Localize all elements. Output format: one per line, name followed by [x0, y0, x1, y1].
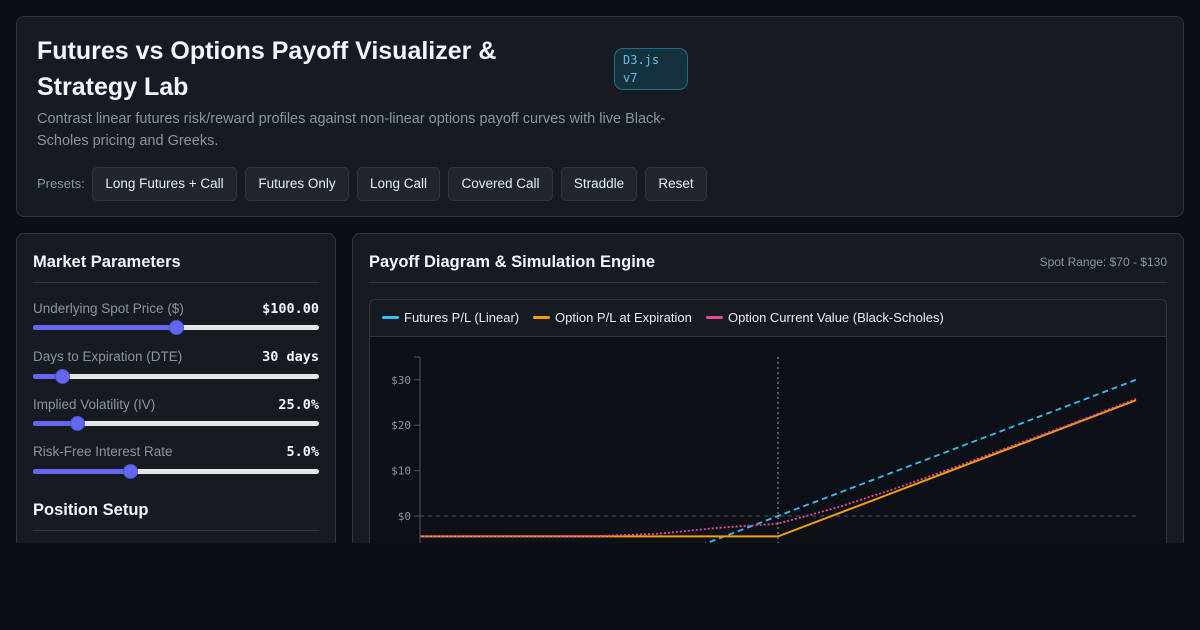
page-title: Futures vs Options Payoff Visualizer & S… — [37, 37, 497, 101]
legend-swatch-futures — [382, 316, 399, 319]
slider-fill — [33, 421, 78, 426]
legend-swatch-option-expiration — [533, 316, 550, 319]
slider-thumb[interactable] — [70, 416, 86, 431]
preset-straddle-button[interactable]: Straddle — [561, 167, 637, 201]
presets-label: Presets: — [37, 176, 85, 191]
y-tick-label: $20 — [391, 419, 411, 432]
position-setup-title: Position Setup — [33, 501, 149, 519]
divider — [33, 530, 319, 531]
legend-swatch-option-current — [706, 316, 723, 319]
market-parameters-panel: Market Parameters Underlying Spot Price … — [16, 233, 336, 563]
dte-slider[interactable] — [33, 369, 319, 384]
slider-fill — [33, 469, 131, 474]
version-badge: D3.js v7 — [614, 48, 688, 90]
rate-label: Risk-Free Interest Rate — [33, 444, 173, 459]
chart-legend: Futures P/L (Linear) Option P/L at Expir… — [370, 300, 1166, 337]
legend-item-option-current: Option Current Value (Black-Scholes) — [728, 310, 944, 325]
payoff-chart: Futures P/L (Linear) Option P/L at Expir… — [369, 299, 1167, 563]
rate-value: 5.0% — [286, 444, 319, 460]
option-expiration-line — [420, 399, 1137, 538]
divider — [369, 282, 1167, 283]
y-tick-label: $30 — [391, 374, 411, 387]
page-subtitle: Contrast linear futures risk/reward prof… — [37, 111, 666, 149]
dte-label: Days to Expiration (DTE) — [33, 349, 183, 364]
iv-slider[interactable] — [33, 416, 319, 431]
slider-fill — [33, 374, 62, 379]
header-card: Futures vs Options Payoff Visualizer & S… — [16, 16, 1184, 217]
legend-item-futures: Futures P/L (Linear) — [404, 310, 520, 325]
legend-item-option-expiration: Option P/L at Expiration — [555, 310, 692, 325]
page-bottom — [0, 543, 1200, 630]
slider-fill — [33, 325, 176, 330]
option-current-value-line — [419, 398, 1137, 538]
spot-price-value: $100.00 — [262, 301, 319, 317]
spot-price-slider[interactable] — [33, 320, 319, 335]
payoff-chart-svg[interactable]: $30 $20 $10 $0 — [370, 337, 1167, 563]
market-parameters-title: Market Parameters — [33, 253, 181, 271]
preset-covered-call-button[interactable]: Covered Call — [448, 167, 553, 201]
payoff-diagram-title: Payoff Diagram & Simulation Engine — [369, 253, 656, 271]
rate-slider[interactable] — [33, 464, 319, 479]
spot-range-label: Spot Range: $70 - $130 — [1039, 255, 1167, 269]
payoff-diagram-panel: Payoff Diagram & Simulation Engine Spot … — [352, 233, 1184, 563]
y-tick-label: $10 — [391, 465, 411, 478]
y-tick-label: $0 — [398, 510, 411, 523]
iv-value: 25.0% — [278, 397, 319, 413]
preset-reset-button[interactable]: Reset — [645, 167, 707, 201]
preset-long-call-button[interactable]: Long Call — [357, 167, 440, 201]
preset-futures-only-button[interactable]: Futures Only — [245, 167, 349, 201]
divider — [33, 282, 319, 283]
dte-value: 30 days — [262, 349, 319, 365]
slider-thumb[interactable] — [123, 464, 139, 479]
slider-thumb[interactable] — [54, 369, 70, 384]
iv-label: Implied Volatility (IV) — [33, 397, 156, 412]
spot-price-label: Underlying Spot Price ($) — [33, 301, 184, 316]
slider-thumb[interactable] — [169, 320, 184, 335]
futures-pl-line — [654, 378, 1137, 562]
preset-long-futures-call-button[interactable]: Long Futures + Call — [92, 167, 237, 201]
